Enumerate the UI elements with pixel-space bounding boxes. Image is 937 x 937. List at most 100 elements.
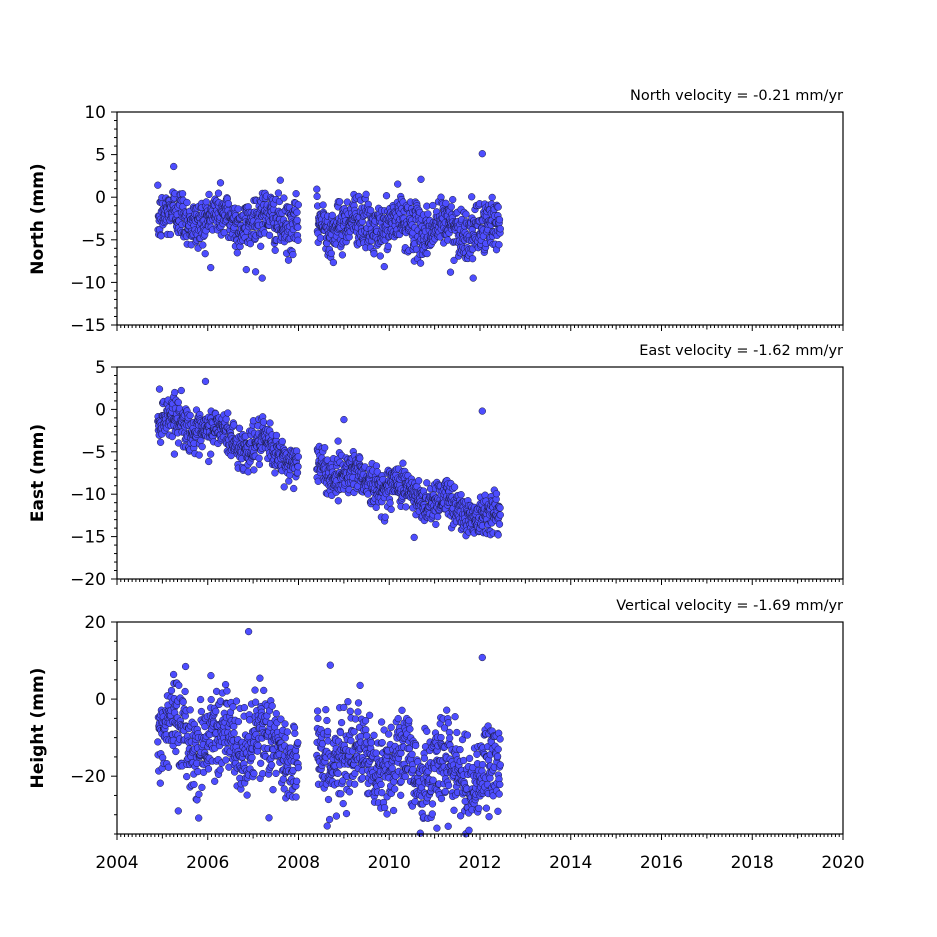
height-panel: Vertical velocity = -1.69 mm/yr Height (… (28, 598, 865, 873)
east-data-point (224, 409, 232, 417)
height-data-point (377, 718, 386, 726)
east-data-point (294, 463, 302, 471)
east-data-point (280, 483, 288, 491)
north-yticks: 10 5 0 −5 −10 −15 (70, 103, 117, 336)
height-data-point (269, 786, 277, 794)
east-outlier-point (478, 407, 486, 415)
north-data-point (280, 194, 288, 202)
height-data-point (272, 769, 280, 778)
height-data-point (339, 799, 347, 808)
height-ylabel: Height (mm) (28, 668, 48, 789)
height-data-point (453, 728, 461, 737)
height-ytick-label: 20 (84, 613, 106, 633)
north-data-point (462, 210, 470, 218)
height-data-point (283, 728, 292, 736)
east-outlier-point (410, 533, 418, 542)
height-data-point (456, 745, 464, 754)
height-data-point (292, 793, 300, 801)
north-data-point (292, 190, 300, 198)
xtick-label: 2014 (549, 853, 592, 873)
height-data-point (291, 729, 299, 738)
height-data-point (279, 775, 287, 783)
xtick-label: 2006 (186, 853, 229, 873)
height-data-point (195, 790, 203, 798)
height-data-point (496, 735, 504, 743)
height-data-point (494, 745, 502, 753)
height-data-point (450, 806, 458, 814)
north-data-point (380, 262, 388, 271)
height-data-point (257, 759, 265, 767)
north-data-point (166, 230, 175, 239)
north-data-point (384, 242, 392, 250)
height-data-point (475, 804, 483, 813)
east-data-point (285, 477, 293, 485)
height-data-point (428, 800, 437, 808)
height-ytick-label: −20 (70, 767, 106, 787)
east-data-point (381, 513, 389, 521)
height-data-point (211, 777, 219, 785)
height-data-point (495, 790, 503, 798)
height-data-point (324, 795, 333, 804)
height-data-point (354, 699, 363, 707)
height-outlier-point (265, 814, 273, 822)
height-data-point (234, 717, 243, 726)
xtick-label: 2018 (731, 853, 774, 873)
east-data-point (402, 503, 410, 511)
east-ytick-label: −5 (81, 443, 106, 463)
north-data-point (376, 252, 384, 260)
north-outlier-point (258, 274, 266, 282)
north-data-point (447, 203, 455, 211)
height-data-point (463, 731, 472, 739)
xtick-label: 2010 (368, 853, 411, 873)
east-xticks (116, 579, 844, 585)
height-data-point (207, 671, 215, 680)
height-data-point (473, 750, 481, 758)
east-ytick-label: 0 (95, 400, 106, 420)
north-data-point (313, 192, 321, 201)
north-data-point (496, 225, 504, 233)
north-data-point (214, 189, 223, 197)
east-data-point (266, 419, 274, 427)
height-yticks: 20 0 −20 (70, 613, 117, 835)
height-data-point (172, 747, 180, 756)
height-data-point (342, 809, 351, 818)
north-ytick-label: −10 (70, 273, 106, 293)
north-data-point (494, 203, 502, 211)
height-data-point (336, 728, 345, 737)
north-data-point (382, 192, 391, 200)
height-data-point (292, 753, 301, 761)
east-data-point (415, 477, 423, 485)
east-data-point (492, 490, 501, 498)
height-data-point (181, 662, 190, 671)
height-data-point (223, 687, 231, 695)
east-data-point (174, 398, 182, 406)
east-data-point (496, 511, 504, 519)
height-data-point (340, 703, 348, 712)
height-data-point (388, 764, 396, 772)
east-data-point (230, 421, 238, 429)
height-data-point (230, 729, 238, 737)
height-data-point (446, 734, 454, 742)
east-data-point (293, 469, 302, 477)
height-data-point (332, 812, 341, 820)
north-data-point (293, 208, 301, 216)
height-data-point (293, 777, 301, 785)
height-data-point (243, 791, 251, 799)
east-data-point (155, 385, 164, 393)
east-points (154, 377, 504, 542)
east-outlier-point (494, 531, 502, 539)
east-data-point (271, 469, 279, 477)
east-data-point (373, 468, 381, 476)
height-data-point (324, 727, 332, 736)
height-data-point (412, 741, 420, 750)
east-data-point (174, 439, 183, 447)
height-data-point (313, 707, 322, 715)
north-data-point (416, 259, 425, 267)
east-ytick-label: −20 (70, 570, 106, 590)
north-panel: North velocity = -0.21 mm/yr North (mm) … (28, 88, 844, 336)
north-data-point (205, 190, 213, 199)
north-data-point (313, 185, 321, 193)
north-ylabel: North (mm) (28, 163, 48, 274)
north-data-point (207, 263, 215, 272)
height-data-point (401, 772, 409, 781)
